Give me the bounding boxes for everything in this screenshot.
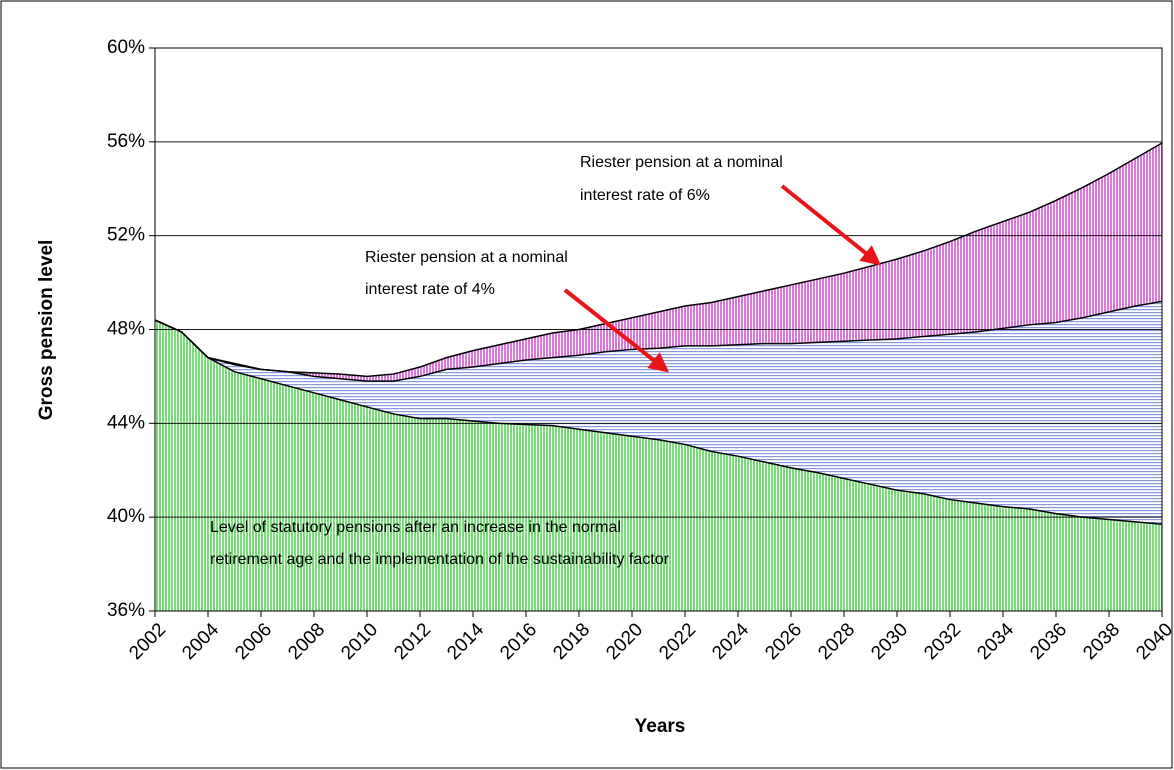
annotation: Riester pension at a nominal [580, 154, 783, 171]
y-tick-label: 48% [107, 319, 145, 340]
annotation: Riester pension at a nominal [365, 249, 568, 266]
arrow [780, 184, 882, 266]
annotation: Level of statutory pensions after an inc… [210, 519, 621, 536]
annotation: retirement age and the implementation of… [210, 551, 670, 568]
y-tick-label: 60% [107, 37, 145, 58]
x-axis-title: Years [635, 716, 686, 737]
y-tick-label: 40% [107, 506, 145, 527]
plot-border [154, 47, 1163, 612]
y-tick-label: 56% [107, 131, 145, 152]
annotation: interest rate of 6% [580, 187, 710, 204]
y-tick-label: 52% [107, 225, 145, 246]
area [155, 320, 1162, 611]
arrow [563, 288, 670, 373]
line [154, 319, 1163, 525]
y-tick-label: 36% [107, 600, 145, 621]
y-tick-label: 44% [107, 412, 145, 433]
annotation: interest rate of 4% [365, 281, 495, 298]
line [154, 142, 1163, 378]
y-axis-title: Gross pension level [36, 240, 57, 421]
